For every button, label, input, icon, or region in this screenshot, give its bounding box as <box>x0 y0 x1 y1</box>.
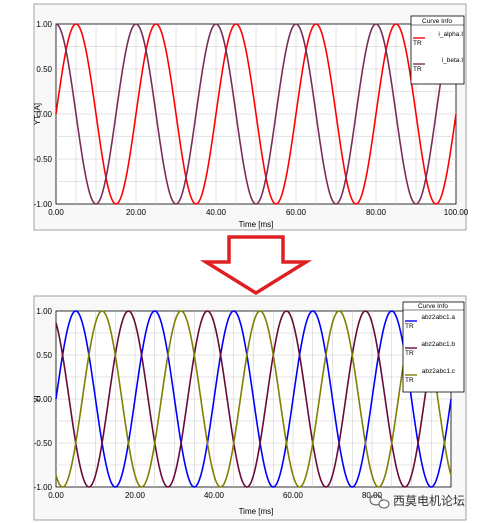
chart-top-legend-entry-sub: TR <box>413 40 422 47</box>
chart-bottom-legend-entry-sub: TR <box>405 350 414 357</box>
chart-top-xtick-label: 20.00 <box>126 208 147 217</box>
chart-bottom-series-line-1 <box>55 310 452 488</box>
watermark: 西莫电机论坛 <box>369 494 465 509</box>
chart-top-ytick-label: 1.00 <box>36 20 52 29</box>
chart-top: 0.00 20.00 40.00 60.00 80.00 100.00 1.00 0.50 0… <box>33 3 469 231</box>
chart-bottom-legend-entry-sub: TR <box>405 323 414 330</box>
chart-top-legend: Curve Info i_alpha.I TR i_beta.I TR <box>410 15 465 85</box>
watermark-text: 西莫电机论坛 <box>393 494 465 508</box>
chart-bottom-ytick-label: 1.00 <box>36 307 52 316</box>
chart-top-legend-box <box>410 15 465 85</box>
chart-top-xtick-label: 40.00 <box>206 208 227 217</box>
chart-bottom-ytick-label: 0.00 <box>36 395 52 404</box>
chart-bottom-xtick-label: 60.00 <box>283 491 304 500</box>
chart-top-series-line-1 <box>55 23 457 205</box>
chart-top-xtick-label: 60.00 <box>286 208 307 217</box>
chart-bottom-ytick-label: -0.50 <box>34 439 53 448</box>
chart-bottom-series-line-2 <box>55 310 452 488</box>
chart-top-legend-title: Curve Info <box>422 18 452 25</box>
chart-bottom-ylabel: YI <box>33 395 42 403</box>
chart-bottom-xtick-label: 20.00 <box>125 491 146 500</box>
chart-bottom-legend-entry-name: abz2abc1.c <box>422 368 456 375</box>
chart-top-xtick-label: 0.00 <box>48 208 64 217</box>
chart-bottom-legend: Curve Info abz2abc1.a TR abz2abc1.b TR abz2a… <box>402 301 465 393</box>
chart-bottom-ytick-label: 0.50 <box>36 351 52 360</box>
chart-top-xtick-label: 80.00 <box>366 208 387 217</box>
chart-bottom-ytick-label: -1.00 <box>34 483 53 492</box>
chart-top-legend-entry-name: i_alpha.I <box>438 31 463 38</box>
chart-bottom-legend-title: Curve Info <box>418 303 448 310</box>
wechat-icon <box>369 494 390 509</box>
chart-top-legend-entry-name: i_beta.I <box>442 57 464 64</box>
chart-top-legend-entry-sub: TR <box>413 66 422 73</box>
chart-bottom-legend-entry-name: abz2abc1.b <box>421 341 455 348</box>
chart-top-ytick-label: 0.50 <box>36 65 52 74</box>
chart-top-ylabel: YT [A] <box>33 103 42 125</box>
chart-bottom-xtick-label: 0.00 <box>48 491 64 500</box>
chart-bottom-legend-entry-name: abz2abc1.a <box>421 314 455 321</box>
down-arrow-icon <box>199 235 313 296</box>
chart-top-ytick-label: 0.00 <box>36 110 52 119</box>
chart-top-xlabel: Time [ms] <box>239 220 274 229</box>
chart-top-ytick-label: -0.50 <box>34 155 53 164</box>
chart-bottom-xlabel: Time [ms] <box>239 507 274 516</box>
chart-top-ytick-label: -1.00 <box>34 200 53 209</box>
chart-bottom: 0.00 20.00 40.00 60.00 80.00 1.000.500.00-0.… <box>33 295 467 521</box>
chart-top-series-line-2 <box>55 23 457 205</box>
chart-top-xtick-label: 100.00 <box>444 208 469 217</box>
chart-bottom-series-line-3 <box>55 310 452 488</box>
chart-bottom-legend-box <box>402 301 465 393</box>
chart-bottom-legend-entry-sub: TR <box>405 377 414 384</box>
chart-bottom-xtick-label: 40.00 <box>204 491 225 500</box>
